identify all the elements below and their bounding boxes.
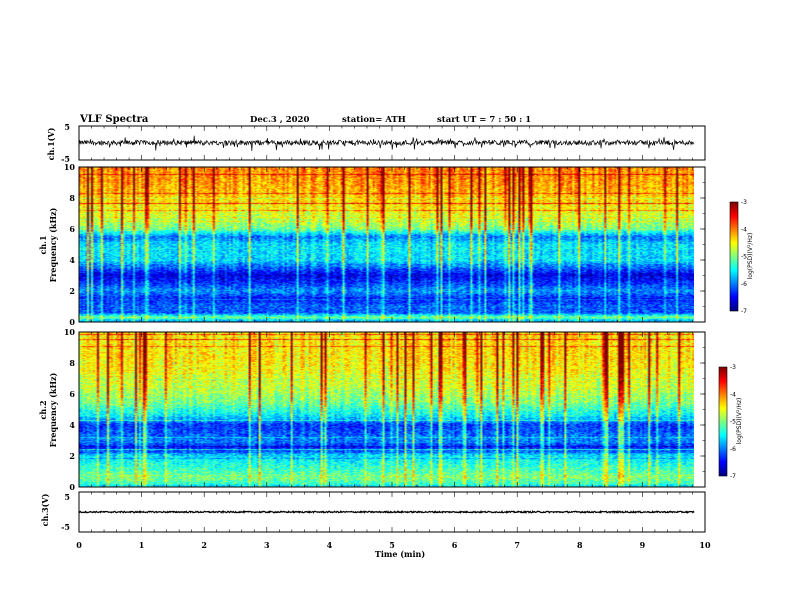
y-tick-label: 2	[69, 286, 75, 296]
x-axis-label: Time (min)	[375, 549, 425, 559]
y-tick-label: 4	[69, 255, 75, 265]
colorbar-tick-label: -3	[730, 364, 736, 371]
ch1-spectrogram-ylabel-channel: ch.1	[38, 235, 48, 254]
ch2-spectrogram-image	[79, 332, 694, 487]
ch3-waveform-xticks	[78, 492, 706, 532]
colorbar-ch1-frame	[729, 201, 739, 312]
y-tick-label: 0	[69, 317, 75, 327]
y-tick-label: 8	[69, 358, 75, 368]
colorbar-tick-label: -7	[741, 308, 747, 315]
ch1-ytick-bottom: -5	[61, 154, 70, 164]
header-station: station= ATH	[342, 115, 406, 125]
ch1-spectrogram-ylabel-frequency: Frequency (kHz)	[48, 207, 58, 282]
header-start-time: start UT = 7 : 50 : 1	[437, 115, 531, 125]
panel-ch1-waveform: ch.1(V) 5 -5	[46, 122, 706, 164]
y-tick-label: 0	[69, 482, 75, 492]
ch3-waveform-trace	[79, 509, 695, 515]
x-axis-tick-labels: 0 1 2 3 4 5 6 7 8 9 10	[76, 540, 711, 550]
panel-ch1-spectrogram: ch.1 Frequency (kHz) 0 2 4 6 8 10	[38, 162, 706, 327]
ch2-spectrogram-xticks	[78, 332, 706, 487]
colorbar-tick-label: -5	[730, 419, 736, 426]
colorbar-ch2: -3 -4 -5 -6 -7 log(PSD)(V²/Hz)	[718, 364, 743, 480]
ch2-spectrogram-ylabel-frequency: Frequency (kHz)	[48, 372, 58, 447]
panel-ch2-spectrogram: ch.2 Frequency (kHz) 0 2 4 6 8 10	[38, 327, 706, 492]
colorbar-tick-label: -3	[741, 199, 747, 206]
y-tick-label: 6	[69, 389, 75, 399]
x-tick-label: 4	[327, 540, 333, 550]
colorbar-ch1-ticks: -3 -4 -5 -6 -7	[741, 199, 747, 315]
x-tick-label: 7	[514, 540, 520, 550]
ch3-ytick-top: 5	[64, 492, 70, 502]
ch1-waveform-xticks	[78, 126, 706, 160]
x-tick-label: 8	[577, 540, 583, 550]
colorbar-ch1: -3 -4 -5 -6 -7 log(PSD)(V²/Hz)	[729, 199, 754, 315]
x-tick-label: 2	[201, 540, 207, 550]
x-tick-label: 1	[139, 540, 145, 550]
colorbar-ch1-gradient	[730, 202, 738, 311]
colorbar-ch2-label: log(PSD)(V²/Hz)	[736, 398, 743, 445]
panel-ch3-waveform: ch.3(V) 5 -5	[40, 491, 706, 533]
colorbar-tick-label: -4	[741, 226, 747, 233]
ch1-waveform-trace	[78, 135, 695, 151]
colorbar-tick-label: -7	[730, 473, 736, 480]
figure-title: VLF Spectra	[79, 114, 149, 125]
ch1-spectrogram-image	[79, 167, 694, 322]
y-tick-label: 2	[69, 451, 75, 461]
ch1-spectrogram-xticks	[78, 167, 706, 322]
x-tick-label: 10	[699, 540, 711, 550]
colorbar-ch2-ticks: -3 -4 -5 -6 -7	[730, 364, 736, 480]
x-tick-label: 9	[640, 540, 646, 550]
y-tick-label: 6	[69, 224, 75, 234]
colorbar-ch2-frame	[718, 366, 728, 477]
header-date: Dec.3 , 2020	[250, 115, 309, 125]
x-tick-label: 5	[389, 540, 395, 550]
y-tick-label: 10	[64, 327, 76, 337]
y-tick-label: 8	[69, 193, 75, 203]
x-tick-label: 3	[264, 540, 270, 550]
x-tick-label: 6	[452, 540, 458, 550]
colorbar-tick-label: -6	[730, 446, 736, 453]
ch1-waveform-ylabel: ch.1(V)	[46, 127, 56, 160]
y-tick-label: 4	[69, 420, 75, 430]
ch1-ytick-top: 5	[64, 122, 70, 132]
ch3-ytick-bottom: -5	[61, 522, 70, 532]
colorbar-tick-label: -5	[741, 254, 747, 261]
ch3-waveform-ylabel: ch.3(V)	[40, 493, 50, 526]
colorbar-tick-label: -4	[730, 391, 736, 398]
colorbar-ch1-label: log(PSD)(V²/Hz)	[747, 233, 754, 280]
x-tick-label: 0	[76, 540, 82, 550]
colorbar-ch2-gradient	[719, 367, 727, 476]
colorbar-tick-label: -6	[741, 281, 747, 288]
ch2-spectrogram-ylabel-channel: ch.2	[38, 400, 48, 419]
y-tick-label: 10	[64, 162, 76, 172]
